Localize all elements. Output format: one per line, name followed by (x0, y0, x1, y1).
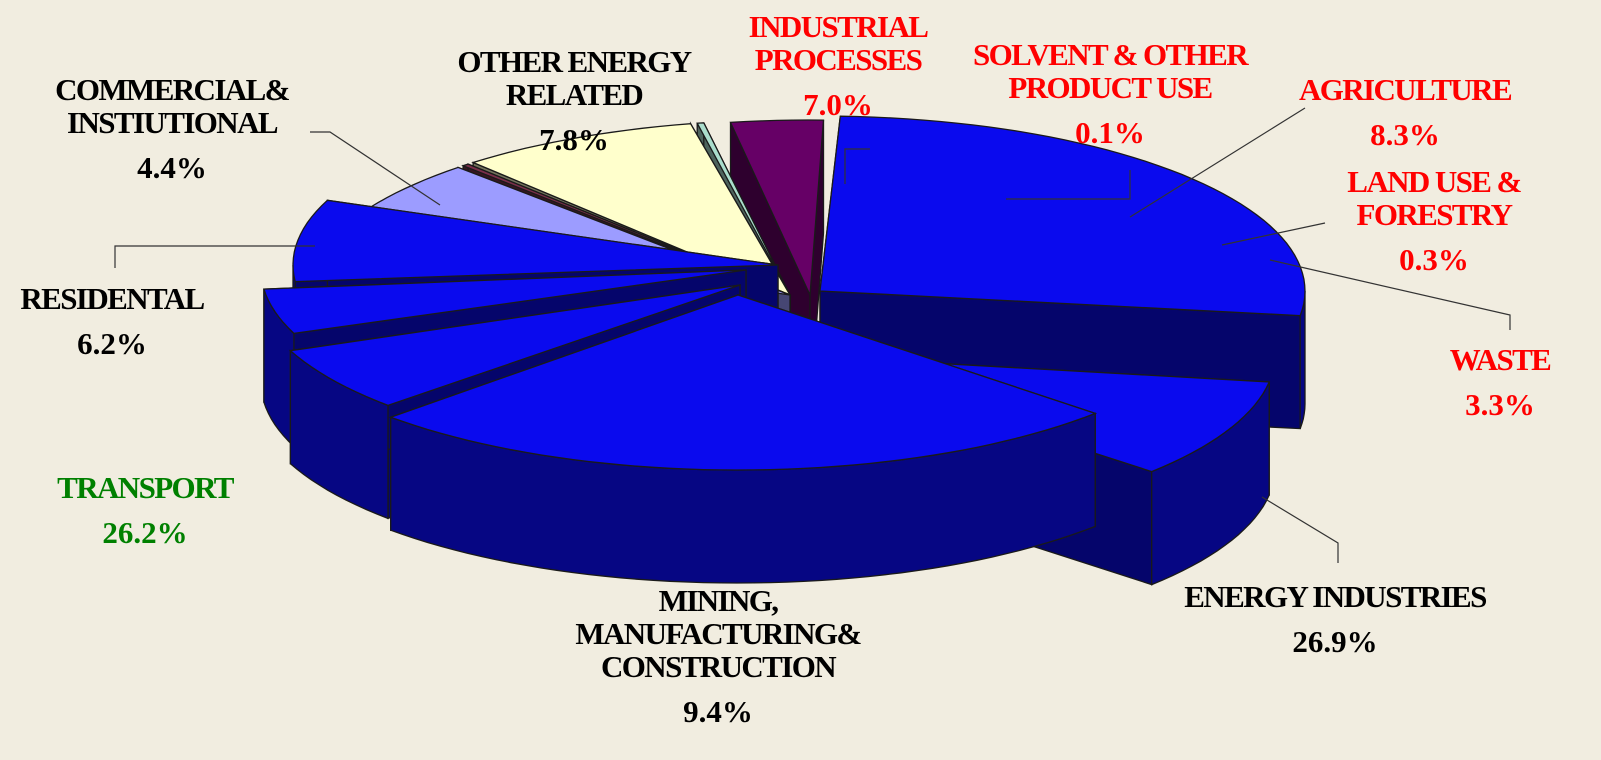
slice-label-line: ENERGY INDUSTRIES (1184, 579, 1486, 614)
pie-slices (262, 115, 1306, 586)
slice-label-line: COMMERCIAL& (55, 72, 290, 107)
slice-label-2: TRANSPORT 26.2% (57, 470, 235, 550)
slice-label-line: MANUFACTURING& (575, 616, 861, 651)
slice-label-line: TRANSPORT (57, 470, 235, 505)
slice-label-line: LAND USE & (1347, 164, 1521, 199)
leader-line-6 (844, 148, 870, 184)
slice-value-label: 26.9% (1292, 624, 1377, 659)
slice-top-9 (696, 122, 791, 296)
slice-label-6: INDUSTRIAL PROCESSES 7.0% (749, 9, 929, 122)
leader-lines (114, 107, 1511, 563)
slice-label-line: RESIDENTAL (20, 281, 204, 316)
slice-label-line: INSTIUTIONAL (67, 105, 278, 140)
slice-value-label: 7.0% (803, 87, 873, 122)
slice-top-4 (262, 269, 747, 335)
slice-top-8 (471, 123, 792, 297)
slice-value-label: 26.2% (102, 515, 187, 550)
slice-value-label: 9.4% (683, 694, 753, 729)
slice-label-line: PROCESSES (755, 42, 922, 77)
slice-value-label: 8.3% (1370, 117, 1440, 152)
slice-label-3: RESIDENTAL 6.2% (20, 281, 204, 361)
slice-label-7: SOLVENT & OTHER PRODUCT USE 0.1% (973, 37, 1249, 150)
slice-top-3 (288, 284, 741, 407)
slice-label-line: WASTE (1450, 342, 1551, 377)
slice-value-label: 4.4% (137, 150, 207, 185)
slice-label-line: FORESTRY (1357, 197, 1513, 232)
slice-top-0 (819, 115, 1306, 317)
leader-line-7 (1006, 170, 1131, 200)
slice-label-10: WASTE 3.3% (1450, 342, 1551, 422)
leader-line-9 (1221, 222, 1326, 246)
slice-value-label: 6.2% (77, 326, 147, 361)
leader-line-8 (1129, 107, 1306, 218)
slice-value-label: 7.8% (539, 122, 609, 157)
slice-label-line: AGRICULTURE (1299, 72, 1512, 107)
pie-slice-2 (388, 294, 1098, 584)
slice-label-8: AGRICULTURE 8.3% (1299, 72, 1512, 152)
slice-labels: ENERGY INDUSTRIES 26.9% MINING, MANUFACTURI… (20, 9, 1552, 729)
leader-line-0 (1261, 496, 1339, 563)
slice-label-line: MINING, (659, 583, 779, 618)
leader-line-4 (310, 131, 441, 206)
leader-line-3 (114, 245, 315, 268)
slice-value-label: 3.3% (1465, 387, 1535, 422)
slice-label-line: SOLVENT & OTHER (973, 37, 1249, 72)
leader-line-10 (1269, 259, 1511, 330)
slice-label-line: PRODUCT USE (1008, 70, 1212, 105)
slice-value-label: 0.1% (1075, 115, 1145, 150)
slice-top-10 (729, 119, 825, 298)
slice-top-2 (388, 294, 1098, 471)
slice-value-label: 0.3% (1399, 242, 1469, 277)
slice-label-1: MINING, MANUFACTURING& CONSTRUCTION 9.4% (575, 583, 861, 729)
slice-label-line: RELATED (506, 77, 643, 112)
slice-label-9: LAND USE & FORESTRY 0.3% (1347, 164, 1521, 277)
slice-label-0: ENERGY INDUSTRIES 26.9% (1184, 579, 1486, 659)
slice-label-line: INDUSTRIAL (749, 9, 929, 44)
slice-label-line: CONSTRUCTION (601, 649, 836, 684)
slice-top-5 (292, 199, 779, 283)
slice-label-4: COMMERCIAL& INSTIUTIONAL 4.4% (55, 72, 290, 185)
slice-label-line: OTHER ENERGY (457, 44, 691, 79)
slice-label-5: OTHER ENERGY RELATED 7.8% (457, 44, 691, 157)
